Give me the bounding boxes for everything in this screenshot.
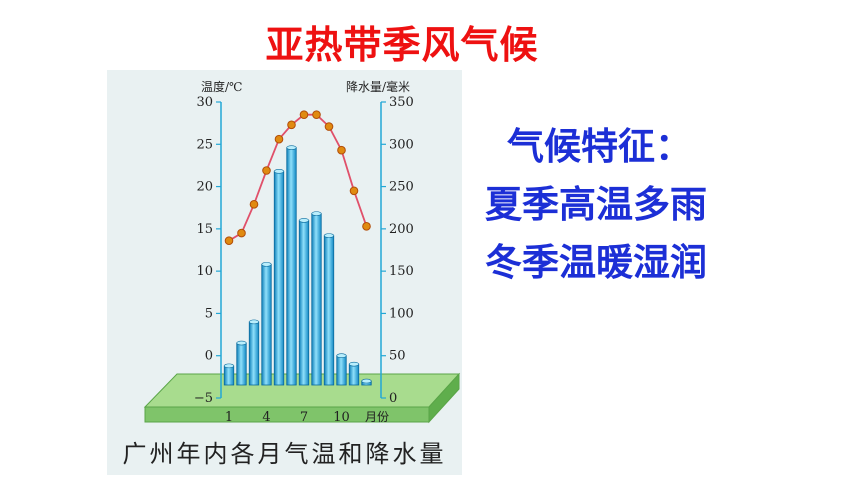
precip-bar [348,363,360,386]
precip-bar [336,355,347,386]
temperature-point [349,186,359,196]
precip-bar [223,365,235,386]
climate-features: 气候特征： 夏季高温多雨 冬季温暖湿润 [485,118,707,292]
left-tick-label: 25 [196,137,213,152]
left-tick-label: −5 [194,391,213,406]
right-tick-label: 200 [389,222,414,237]
precip-bar [248,321,260,386]
temperature-point [287,120,296,130]
right-tick-label: 350 [389,95,414,110]
left-tick-label: 15 [196,222,213,237]
right-tick-label: 0 [389,391,397,406]
precip-bar [273,170,285,386]
temperature-point [262,166,271,175]
temperature-point [224,236,234,245]
precip-bar-top [298,218,310,223]
right-axis-title: 降水量/毫米 [346,79,410,94]
ground-side [428,372,460,424]
precip-bar [311,213,322,386]
precip-bar-top [348,361,360,367]
temperature-point [362,222,371,231]
right-tick-label: 150 [389,264,414,279]
precip-bar [261,263,272,386]
left-tick-label: 30 [196,95,213,110]
right-tick-label: 300 [389,137,414,152]
left-tick-label: 10 [196,264,213,279]
left-tick-label: 20 [196,180,213,195]
precip-bar-top [248,319,260,325]
x-tick-label: 10 [333,410,350,425]
x-tick-label: 1 [225,410,233,425]
precip-bar-top [261,262,272,267]
left-tick-label: 0 [205,349,213,364]
x-axis-title: 月份 [365,410,389,424]
temperature-point [274,134,284,144]
climate-chart: −5 0 5 10 15 20 25 30 0 50 100 150 200 250 300 350 1 4 7… [143,79,461,425]
precip-bar [286,147,297,386]
temperature-point [324,122,334,131]
precip-bar-top [286,145,297,150]
precip-bar [298,219,310,386]
precip-bar [323,235,335,386]
temperature-point [299,110,309,119]
right-tick-label: 100 [389,306,414,321]
feature-summer: 夏季高温多雨 [485,183,707,226]
precip-bar-top [311,211,322,216]
precip-bar-top [361,378,372,384]
left-tick-label: 5 [205,306,213,321]
precip-bar-top [273,169,285,174]
feature-winter: 冬季温暖湿润 [485,241,707,284]
temperature-point [237,228,246,238]
features-heading: 气候特征： [507,125,692,168]
temperature-line [228,113,368,242]
temperature-point [312,110,321,119]
left-axis-title: 温度/℃ [201,79,242,94]
x-tick-label: 4 [262,410,270,425]
right-tick-label: 50 [389,349,406,364]
climate-figure: −5 0 5 10 15 20 25 30 0 50 100 150 200 250 300 350 1 4 7… [107,70,462,475]
precip-bar-top [323,233,335,238]
precip-bar-top [236,340,247,346]
slide-title: 亚热带季风气候 [265,23,539,67]
precip-bar-top [223,363,235,369]
precip-bar [236,342,247,386]
x-tick-label: 7 [300,410,308,425]
temperature-point [337,145,346,155]
right-tick-label: 250 [389,180,414,195]
precip-bar-top [336,353,347,359]
chart-caption: 广州年内各月气温和降水量 [122,440,447,468]
temperature-point [249,200,259,209]
